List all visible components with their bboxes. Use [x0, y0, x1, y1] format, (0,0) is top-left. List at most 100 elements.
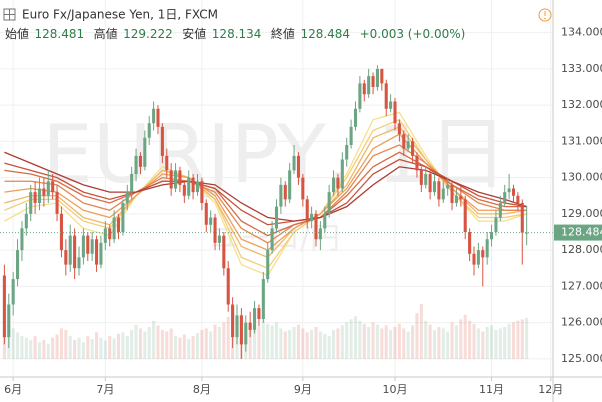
volume-bar — [222, 322, 226, 359]
candle-body — [432, 181, 437, 193]
candle-body — [42, 188, 46, 196]
volume-bar — [226, 316, 230, 359]
volume-bar — [520, 319, 524, 359]
candle-body — [16, 250, 20, 280]
volume-bar — [494, 329, 498, 359]
volume-bar — [283, 331, 287, 359]
volume-bar — [437, 326, 441, 359]
volume-bar — [288, 329, 292, 359]
quote-label: 高値 — [94, 26, 118, 41]
candle-body — [362, 83, 366, 95]
volume-bar — [428, 324, 432, 359]
candle-body — [77, 257, 81, 269]
volume-bar — [406, 331, 410, 359]
volume-bar — [450, 322, 454, 359]
y-tick-label: 131.000 — [561, 134, 602, 147]
candle-body — [86, 235, 90, 254]
x-tick-label: 12月 — [538, 383, 563, 396]
candle-body — [2, 275, 6, 338]
candle-body — [288, 170, 292, 200]
volume-bar — [64, 329, 68, 359]
y-tick-label: 126.000 — [561, 316, 602, 329]
y-tick-label: 128.000 — [561, 243, 602, 256]
candle-body — [301, 177, 305, 200]
volume-bar — [490, 325, 494, 359]
volume-bar — [305, 332, 309, 359]
candle-body — [327, 192, 331, 214]
candle-body — [231, 304, 235, 338]
candle-body — [498, 203, 502, 218]
candle-body — [152, 108, 156, 124]
candle-body — [103, 228, 107, 243]
candle-body — [446, 184, 450, 189]
volume-bar — [121, 332, 125, 359]
volume-bar — [90, 339, 94, 359]
moving-average — [4, 151, 527, 237]
candle-body — [29, 192, 33, 214]
quote-value: 128.484 — [300, 27, 350, 41]
candle-body — [296, 155, 300, 178]
candle-body — [490, 232, 494, 240]
candle-body — [463, 199, 467, 232]
candle-body — [419, 170, 423, 185]
volume-bar — [503, 326, 507, 359]
candle-body — [525, 232, 529, 234]
candle-body — [520, 203, 524, 233]
volume-bar — [68, 336, 72, 359]
candle-body — [160, 126, 164, 156]
volume-bar — [476, 328, 480, 359]
candle-body — [55, 192, 59, 214]
candle-body — [411, 141, 415, 156]
volume-bar — [160, 329, 164, 359]
volume-bar — [73, 339, 77, 359]
candle-body — [270, 228, 274, 251]
volume-bar — [345, 322, 349, 359]
volume-bar — [411, 325, 415, 359]
candle-body — [7, 304, 11, 338]
candle-body — [116, 217, 121, 232]
volume-bar — [301, 328, 305, 359]
volume-bar — [11, 328, 15, 359]
candle-body — [165, 155, 169, 171]
volume-bar — [468, 320, 472, 359]
volume-bar — [51, 337, 55, 359]
candle-body — [454, 195, 458, 203]
candle-body — [191, 177, 195, 193]
volume-bar — [292, 326, 296, 359]
volume-bar — [95, 332, 99, 359]
volume-bar — [248, 328, 252, 359]
volume-bar — [169, 328, 173, 359]
volume-bar — [81, 342, 85, 359]
quote-value: 128.134 — [212, 27, 262, 41]
volume-bar — [310, 329, 314, 359]
volume-bar — [327, 336, 331, 359]
axes: 125.000 126.000 127.000 128.000 129.000 130.0… — [4, 26, 602, 396]
candle-body — [318, 228, 322, 240]
candle-body — [99, 242, 103, 265]
volume-bar — [332, 329, 336, 359]
volume-bar — [108, 336, 112, 359]
candle-body — [424, 174, 428, 185]
candle-body — [125, 192, 129, 203]
candle-body — [222, 235, 226, 269]
candle-body — [244, 322, 248, 345]
candle-body — [367, 76, 371, 95]
volume-bar — [384, 325, 388, 359]
candle-body — [130, 174, 134, 193]
last-price-tag — [554, 224, 602, 241]
volume-bar — [454, 325, 458, 359]
candle-body — [481, 250, 485, 258]
candle-body — [450, 184, 454, 203]
candle-body — [393, 101, 397, 124]
volume-bar — [266, 323, 270, 359]
y-tick-label: 125.000 — [561, 352, 602, 365]
alert-icon[interactable] — [538, 8, 552, 22]
candle-body — [485, 239, 489, 258]
volume-bar — [143, 331, 147, 359]
candle-body — [235, 315, 239, 338]
y-tick-label: 129.000 — [561, 207, 602, 220]
volume-bar — [446, 331, 450, 359]
candle-body — [195, 181, 200, 193]
volume-bar — [195, 333, 200, 359]
alert-icon-dot — [544, 17, 546, 20]
